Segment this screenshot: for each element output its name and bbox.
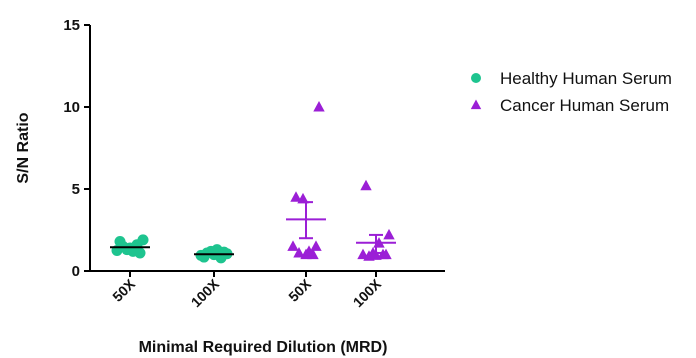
x-tick-label: 50X (109, 275, 138, 304)
y-tick-label: 15 (63, 17, 80, 34)
data-point (303, 245, 315, 256)
y-tick-label: 10 (63, 99, 80, 116)
legend-label: Healthy Human Serum (500, 69, 672, 88)
x-tick-label: 50X (285, 275, 314, 304)
data-point (313, 101, 325, 112)
data-point (137, 234, 149, 246)
y-tick-label: 5 (72, 181, 80, 198)
legend-marker-circle (471, 73, 481, 83)
y-axis-title: S/N Ratio (15, 112, 32, 183)
legend: Healthy Human Serum Cancer Human Serum (470, 69, 672, 115)
axes: 0 5 10 15 50X 100X 50X 100X (63, 17, 445, 310)
data-point (380, 248, 392, 260)
x-tick-label: 100X (188, 275, 223, 310)
legend-marker-triangle (470, 99, 482, 110)
data-point (310, 240, 322, 251)
x-tick-label: 100X (350, 275, 385, 310)
data-point (297, 192, 309, 204)
data-point (360, 179, 372, 191)
legend-label: Cancer Human Serum (500, 96, 669, 115)
y-tick-label: 0 (72, 263, 80, 280)
data-point (134, 247, 146, 259)
data-point (114, 235, 126, 247)
data-point (287, 240, 299, 251)
data-point (293, 246, 305, 258)
data-point (383, 228, 395, 240)
x-axis-title: Minimal Required Dilution (MRD) (139, 339, 388, 356)
data-points (110, 101, 396, 264)
data-point (290, 191, 302, 202)
